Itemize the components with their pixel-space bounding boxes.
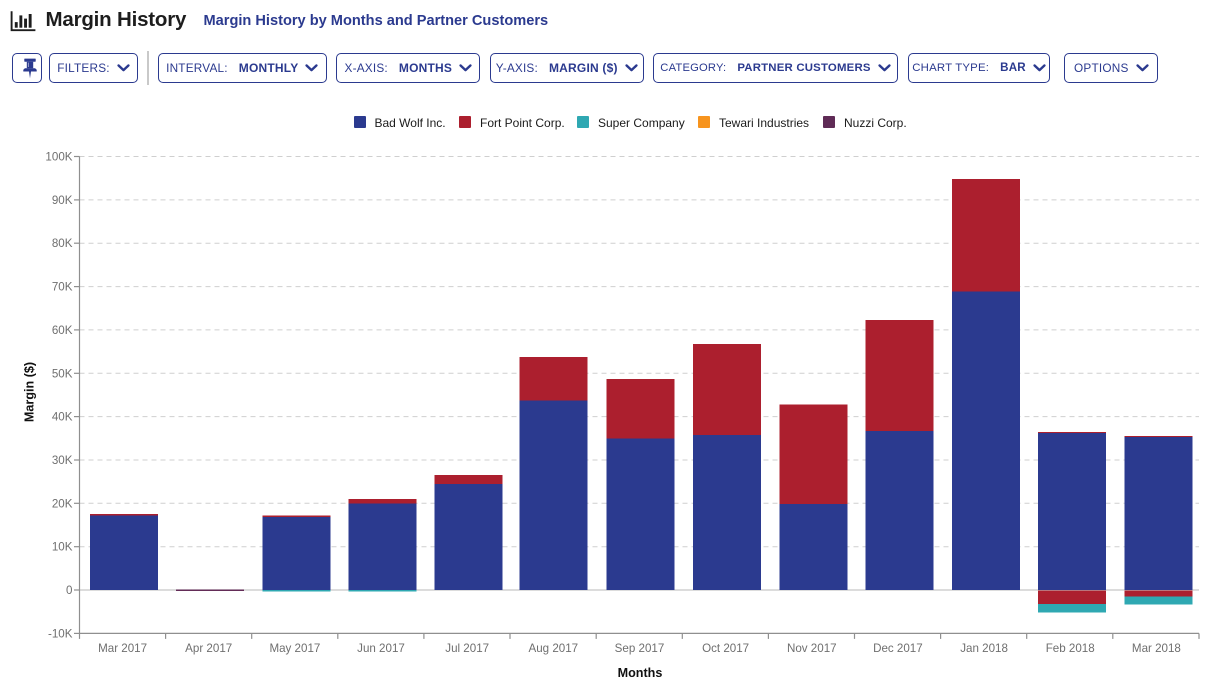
svg-text:30K: 30K bbox=[52, 454, 73, 467]
svg-text:Dec 2017: Dec 2017 bbox=[873, 642, 923, 655]
svg-text:Feb 2018: Feb 2018 bbox=[1046, 642, 1095, 655]
svg-text:Oct 2017: Oct 2017 bbox=[702, 642, 749, 655]
svg-text:Jan 2018: Jan 2018 bbox=[960, 642, 1008, 655]
svg-text:Margin ($): Margin ($) bbox=[23, 362, 37, 422]
svg-text:Jun 2017: Jun 2017 bbox=[357, 642, 405, 655]
svg-text:May 2017: May 2017 bbox=[269, 642, 320, 655]
svg-text:20K: 20K bbox=[52, 497, 73, 510]
svg-text:50K: 50K bbox=[52, 367, 73, 380]
svg-text:Aug 2017: Aug 2017 bbox=[528, 642, 578, 655]
svg-text:60K: 60K bbox=[52, 324, 73, 337]
svg-text:Months: Months bbox=[618, 666, 663, 680]
svg-text:Sep 2017: Sep 2017 bbox=[615, 642, 665, 655]
svg-text:Jul 2017: Jul 2017 bbox=[445, 642, 489, 655]
svg-text:Nov 2017: Nov 2017 bbox=[787, 642, 837, 655]
svg-text:70K: 70K bbox=[52, 281, 73, 294]
svg-text:80K: 80K bbox=[52, 237, 73, 250]
svg-text:Mar 2018: Mar 2018 bbox=[1132, 642, 1181, 655]
svg-text:0: 0 bbox=[66, 584, 72, 597]
svg-text:Mar 2017: Mar 2017 bbox=[98, 642, 147, 655]
svg-text:40K: 40K bbox=[52, 411, 73, 424]
svg-text:10K: 10K bbox=[52, 541, 73, 554]
svg-text:90K: 90K bbox=[52, 194, 73, 207]
svg-text:100K: 100K bbox=[45, 151, 72, 164]
svg-text:Apr 2017: Apr 2017 bbox=[185, 642, 232, 655]
svg-text:-10K: -10K bbox=[48, 627, 73, 640]
